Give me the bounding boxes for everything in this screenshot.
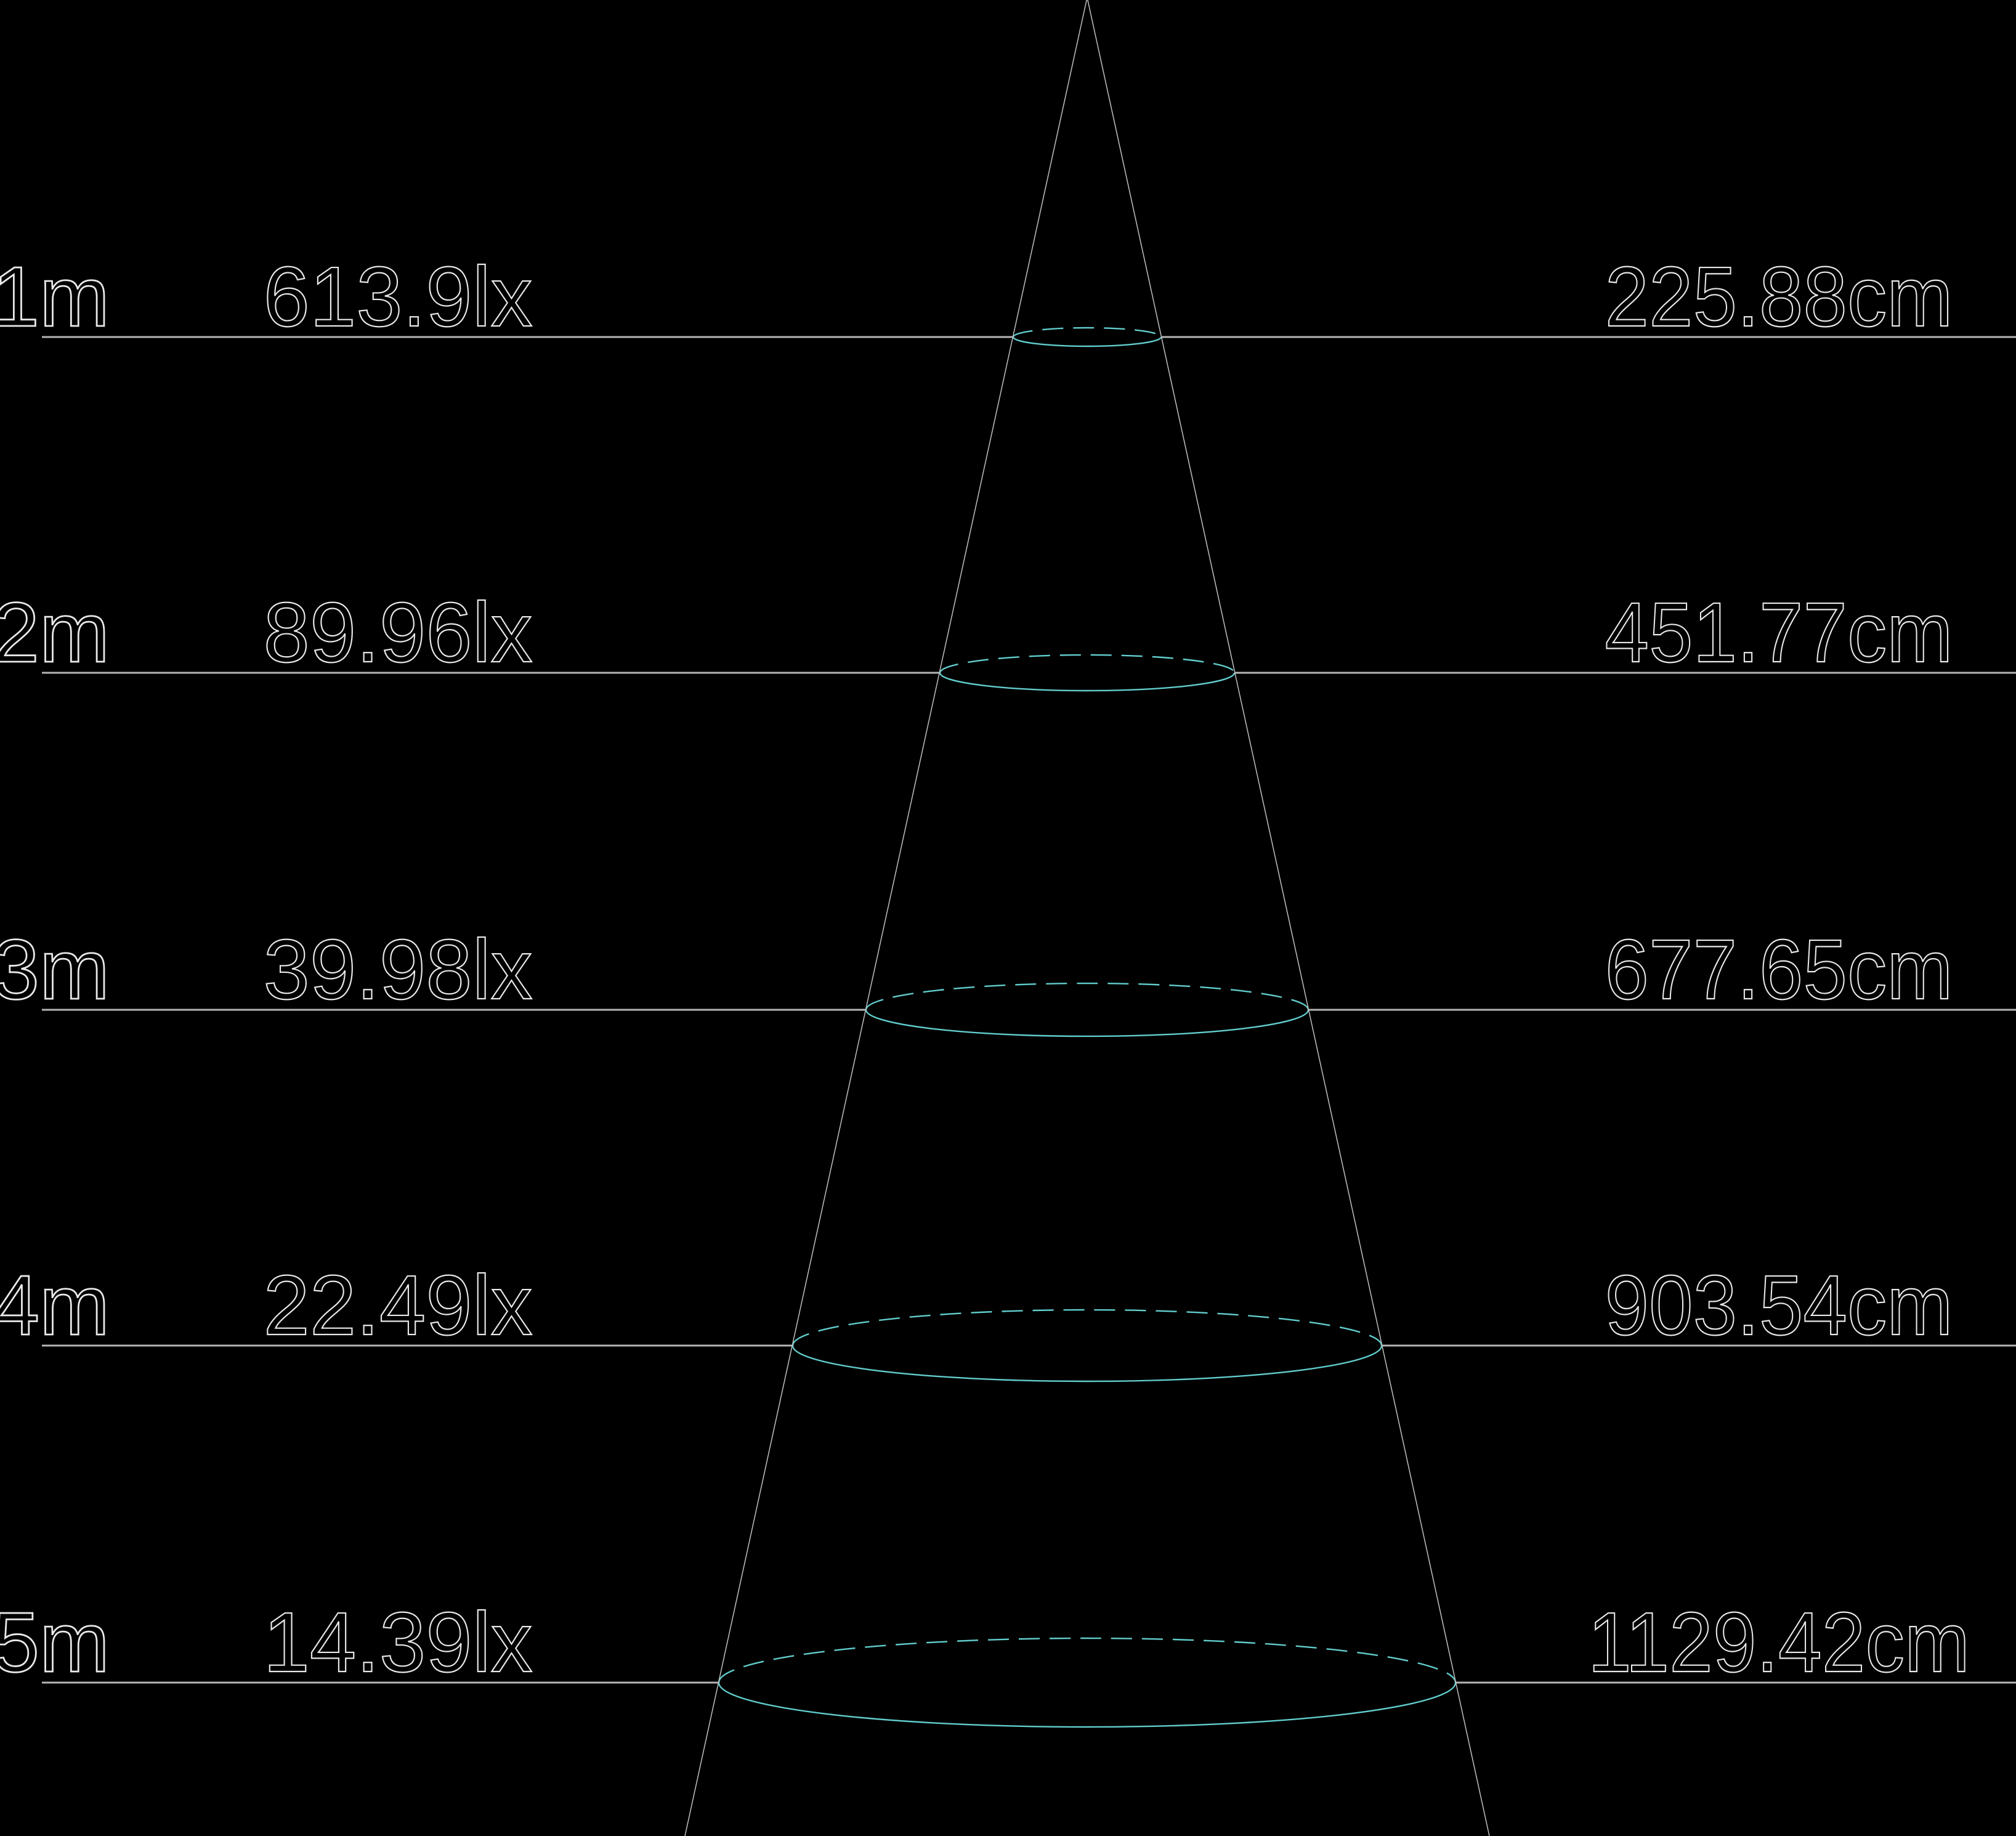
diameter-label: 225.88cm (1605, 250, 1953, 344)
beam-ellipse-front (791, 1345, 1383, 1383)
row-1m: 1m 613.9lx 225.88cm (0, 249, 2016, 347)
beam-ellipse-front (718, 1682, 1457, 1728)
row-4m: 4m 22.49lx 903.54cm (0, 1257, 2016, 1383)
diameter-label: 1129.42cm (1588, 1595, 1970, 1690)
distance-label: 1m (0, 250, 110, 344)
diameter-label: 677.65cm (1605, 922, 1953, 1017)
beam-ellipse-front (865, 1009, 1310, 1038)
distance-label: 2m (0, 585, 110, 680)
distance-label: 3m (0, 922, 110, 1017)
illuminance-label: 22.49lx (264, 1258, 533, 1353)
row-5m: 5m 14.39lx 1129.42cm (0, 1594, 2016, 1728)
beam-ellipse-back (939, 654, 1236, 673)
beam-ellipse-back (865, 982, 1310, 1010)
illuminance-label: 14.39lx (264, 1595, 533, 1690)
distance-label: 4m (0, 1258, 110, 1353)
cone-edge-right (1087, 0, 1490, 1836)
illuminance-label: 39.98lx (264, 922, 533, 1017)
beam-ellipse-front (1012, 336, 1162, 347)
diameter-label: 903.54cm (1605, 1258, 1953, 1353)
beam-ellipse-back (1012, 327, 1162, 338)
diameter-label: 451.77cm (1605, 585, 1953, 680)
illuminance-label: 613.9lx (264, 250, 533, 344)
distance-label: 5m (0, 1595, 110, 1690)
cone-edge-left (684, 0, 1087, 1836)
beam-ellipse-back (718, 1637, 1457, 1683)
row-2m: 2m 89.96lx 451.77cm (0, 585, 2016, 692)
illuminance-label: 89.96lx (264, 585, 533, 680)
beam-ellipse-front (939, 672, 1236, 692)
row-3m: 3m 39.98lx 677.65cm (0, 922, 2016, 1038)
beam-ellipse-back (791, 1309, 1383, 1346)
